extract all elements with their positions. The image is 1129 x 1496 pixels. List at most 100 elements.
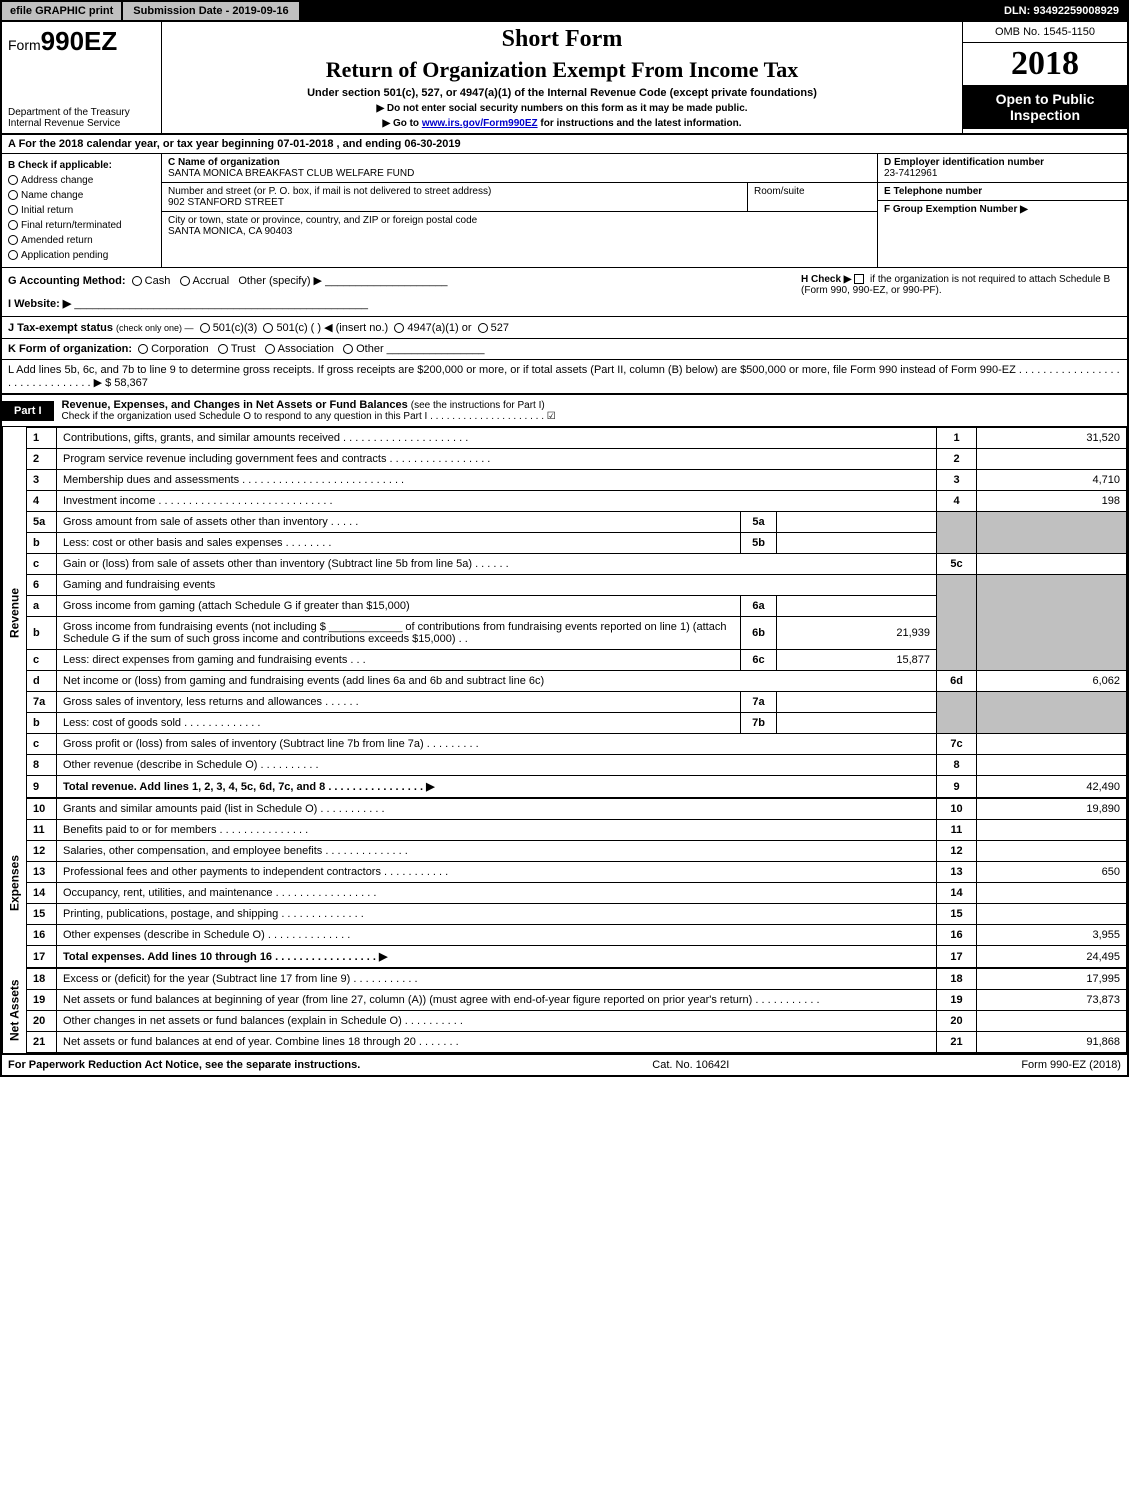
- line-18: 18 Excess or (deficit) for the year (Sub…: [27, 969, 1127, 990]
- l-text: L Add lines 5b, 6c, and 7b to line 9 to …: [8, 364, 1120, 389]
- line-5c: c Gain or (loss) from sale of assets oth…: [27, 554, 1127, 575]
- j-527-radio[interactable]: [478, 323, 488, 333]
- k-trust-radio[interactable]: [218, 344, 228, 354]
- g-accrual-radio[interactable]: [180, 276, 190, 286]
- row-g: G Accounting Method: Cash Accrual Other …: [8, 274, 801, 310]
- j-527-label: 527: [491, 322, 509, 334]
- l14-desc: Occupancy, rent, utilities, and maintena…: [57, 883, 937, 904]
- revenue-table: 1 Contributions, gifts, grants, and simi…: [26, 427, 1127, 798]
- l4-val: 198: [977, 491, 1127, 512]
- l6-num: 6: [27, 575, 57, 596]
- j-4947-radio[interactable]: [394, 323, 404, 333]
- l18-col: 18: [937, 969, 977, 990]
- l6b-num: b: [27, 617, 57, 650]
- j-501c3-radio[interactable]: [200, 323, 210, 333]
- check-amended-return[interactable]: Amended return: [8, 233, 155, 248]
- h-text1: H Check ▶: [801, 274, 851, 285]
- part1-header: Part I Revenue, Expenses, and Changes in…: [2, 395, 1127, 427]
- irs-link[interactable]: www.irs.gov/Form990EZ: [422, 118, 538, 129]
- line-11: 11 Benefits paid to or for members . . .…: [27, 820, 1127, 841]
- l20-col: 20: [937, 1011, 977, 1032]
- header-left: Form990EZ Department of the Treasury Int…: [2, 22, 162, 133]
- e-label: E Telephone number: [884, 186, 982, 197]
- form-990ez: 990EZ: [41, 26, 118, 56]
- header-right: OMB No. 1545-1150 2018 Open to Public In…: [962, 22, 1127, 133]
- efile-print-button[interactable]: efile GRAPHIC print: [2, 2, 123, 20]
- l12-col: 12: [937, 841, 977, 862]
- l13-col: 13: [937, 862, 977, 883]
- l6-desc: Gaming and fundraising events: [57, 575, 937, 596]
- org-name-cell: C Name of organization SANTA MONICA BREA…: [162, 154, 877, 182]
- l5c-num: c: [27, 554, 57, 575]
- l7b-num: b: [27, 713, 57, 734]
- l7ab-shade-val: [977, 692, 1127, 734]
- l6c-desc: Less: direct expenses from gaming and fu…: [57, 650, 741, 671]
- l7a-mid: 7a: [741, 692, 777, 713]
- j-501c-radio[interactable]: [263, 323, 273, 333]
- submission-date-label: Submission Date - 2019-09-16: [123, 2, 298, 20]
- l1-val: 31,520: [977, 428, 1127, 449]
- line-21: 21 Net assets or fund balances at end of…: [27, 1032, 1127, 1053]
- city-cell: City or town, state or province, country…: [162, 212, 877, 240]
- g-cash-radio[interactable]: [132, 276, 142, 286]
- l6d-val: 6,062: [977, 671, 1127, 692]
- f-group-exemption: F Group Exemption Number ▶: [878, 201, 1127, 267]
- row-h: H Check ▶ if the organization is not req…: [801, 274, 1121, 310]
- line-1: 1 Contributions, gifts, grants, and simi…: [27, 428, 1127, 449]
- part1-check-text: Check if the organization used Schedule …: [62, 411, 556, 422]
- l14-num: 14: [27, 883, 57, 904]
- l5c-col: 5c: [937, 554, 977, 575]
- l15-num: 15: [27, 904, 57, 925]
- check-application-pending[interactable]: Application pending: [8, 248, 155, 263]
- k-assoc-radio[interactable]: [265, 344, 275, 354]
- l4-num: 4: [27, 491, 57, 512]
- l2-num: 2: [27, 449, 57, 470]
- k-other-radio[interactable]: [343, 344, 353, 354]
- f-label: F Group Exemption Number ▶: [884, 204, 1028, 215]
- check-address-change-label: Address change: [21, 175, 93, 186]
- l2-val: [977, 449, 1127, 470]
- line-13: 13 Professional fees and other payments …: [27, 862, 1127, 883]
- l2-desc: Program service revenue including govern…: [57, 449, 937, 470]
- part1-badge: Part I: [2, 401, 54, 421]
- footer: For Paperwork Reduction Act Notice, see …: [0, 1055, 1129, 1077]
- j-sub: (check only one) —: [116, 323, 194, 333]
- form-header: Form990EZ Department of the Treasury Int…: [0, 22, 1129, 135]
- h-checkbox[interactable]: [854, 274, 864, 284]
- d-ein: D Employer identification number 23-7412…: [878, 154, 1127, 183]
- l9-desc-text: Total revenue. Add lines 1, 2, 3, 4, 5c,…: [63, 781, 435, 793]
- l7b-desc: Less: cost of goods sold . . . . . . . .…: [57, 713, 741, 734]
- l5c-desc: Gain or (loss) from sale of assets other…: [57, 554, 937, 575]
- l20-num: 20: [27, 1011, 57, 1032]
- return-title: Return of Organization Exempt From Incom…: [172, 57, 952, 83]
- note2-prefix: ▶ Go to: [382, 118, 421, 129]
- line-16: 16 Other expenses (describe in Schedule …: [27, 925, 1127, 946]
- l7a-midval: [777, 692, 937, 713]
- check-final-return[interactable]: Final return/terminated: [8, 218, 155, 233]
- l1-desc: Contributions, gifts, grants, and simila…: [57, 428, 937, 449]
- city-label: City or town, state or province, country…: [168, 215, 871, 226]
- check-final-return-label: Final return/terminated: [21, 220, 122, 231]
- check-name-change[interactable]: Name change: [8, 188, 155, 203]
- l17-desc-text: Total expenses. Add lines 10 through 16 …: [63, 951, 387, 963]
- form-number: Form990EZ: [8, 26, 155, 57]
- l21-col: 21: [937, 1032, 977, 1053]
- l3-num: 3: [27, 470, 57, 491]
- l6b-desc: Gross income from fundraising events (no…: [57, 617, 741, 650]
- address-cell: Number and street (or P. O. box, if mail…: [162, 183, 747, 211]
- e-telephone: E Telephone number: [878, 183, 1127, 201]
- check-address-change[interactable]: Address change: [8, 173, 155, 188]
- line-6: 6 Gaming and fundraising events: [27, 575, 1127, 596]
- l7a-desc: Gross sales of inventory, less returns a…: [57, 692, 741, 713]
- k-label: K Form of organization:: [8, 343, 132, 355]
- l6c-midval: 15,877: [777, 650, 937, 671]
- k-corp-radio[interactable]: [138, 344, 148, 354]
- header-center: Short Form Return of Organization Exempt…: [162, 22, 962, 133]
- l11-val: [977, 820, 1127, 841]
- l4-col: 4: [937, 491, 977, 512]
- check-initial-return[interactable]: Initial return: [8, 203, 155, 218]
- l13-desc: Professional fees and other payments to …: [57, 862, 937, 883]
- k-assoc-label: Association: [278, 343, 334, 355]
- l11-desc: Benefits paid to or for members . . . . …: [57, 820, 937, 841]
- l5c-val: [977, 554, 1127, 575]
